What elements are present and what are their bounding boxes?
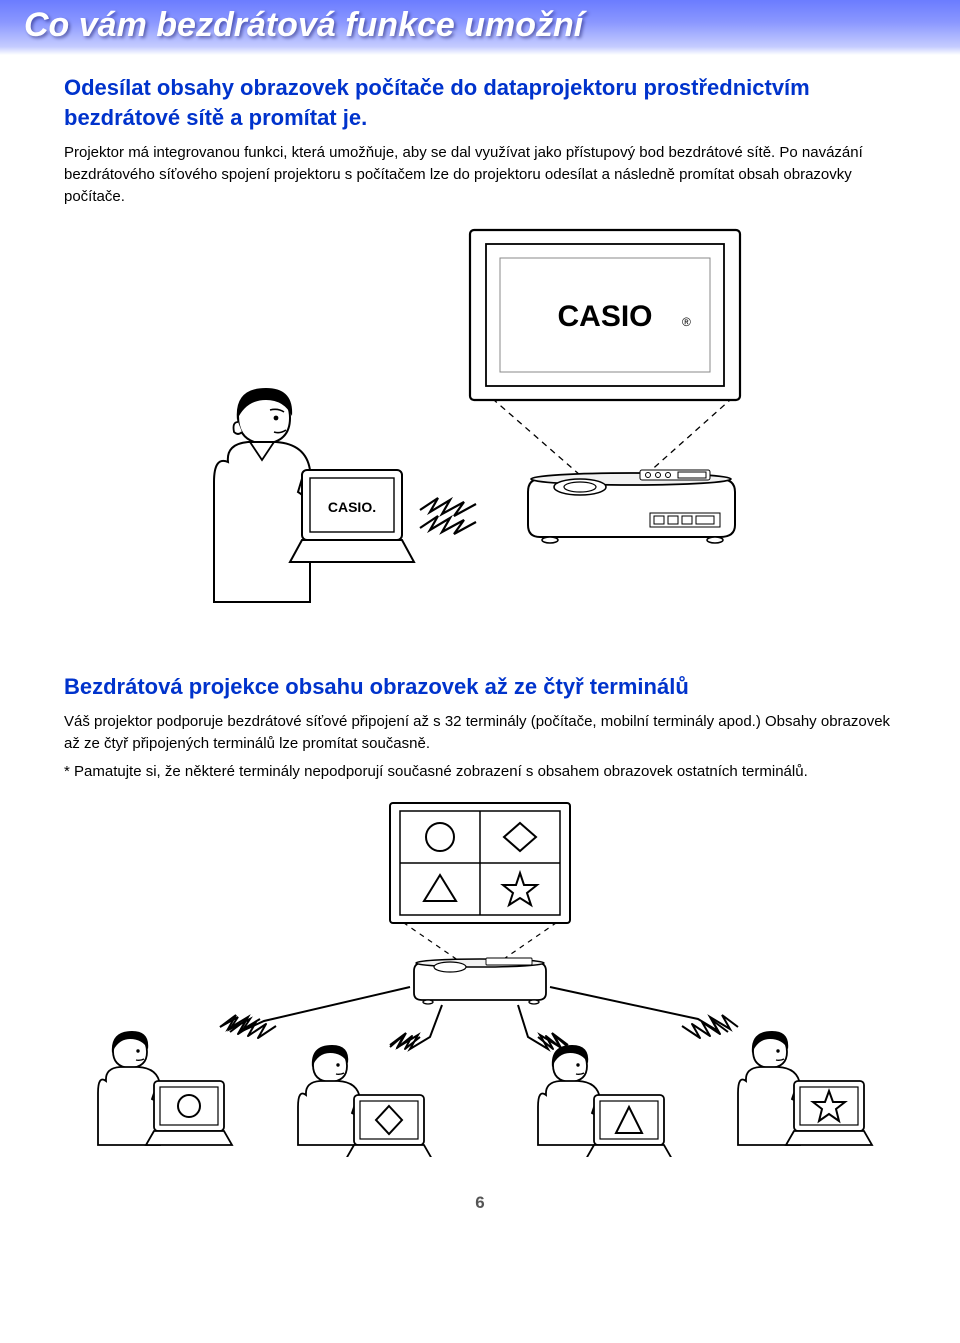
page-number: 6 [64,1193,896,1213]
illustration-2 [64,797,896,1157]
section1-heading: Odesílat obsahy obrazovek počítače do da… [64,73,896,132]
section-1: Odesílat obsahy obrazovek počítače do da… [64,73,896,208]
section2-note: * Pamatujte si, že některé terminály nep… [64,761,896,783]
laptop-brand-text: CASIO. [328,499,376,515]
screen-brand-text: CASIO [557,300,652,333]
section2-heading: Bezdrátová projekce obsahu obrazovek až … [64,672,896,702]
illus1-svg: CASIO ® [170,222,790,642]
title-bar: Co vám bezdrátová funkce umožní [0,0,960,55]
svg-text:®: ® [682,315,691,329]
illustration-1: CASIO ® [64,222,896,642]
section2-para: Váš projektor podporuje bezdrátové síťov… [64,711,896,755]
page-root: Co vám bezdrátová funkce umožní Odesílat… [0,0,960,1253]
section-2: Bezdrátová projekce obsahu obrazovek až … [64,672,896,783]
content-area: Odesílat obsahy obrazovek počítače do da… [0,73,960,1213]
illus2-svg [70,797,890,1157]
page-title: Co vám bezdrátová funkce umožní [24,6,936,45]
section1-para: Projektor má integrovanou funkci, která … [64,142,896,207]
